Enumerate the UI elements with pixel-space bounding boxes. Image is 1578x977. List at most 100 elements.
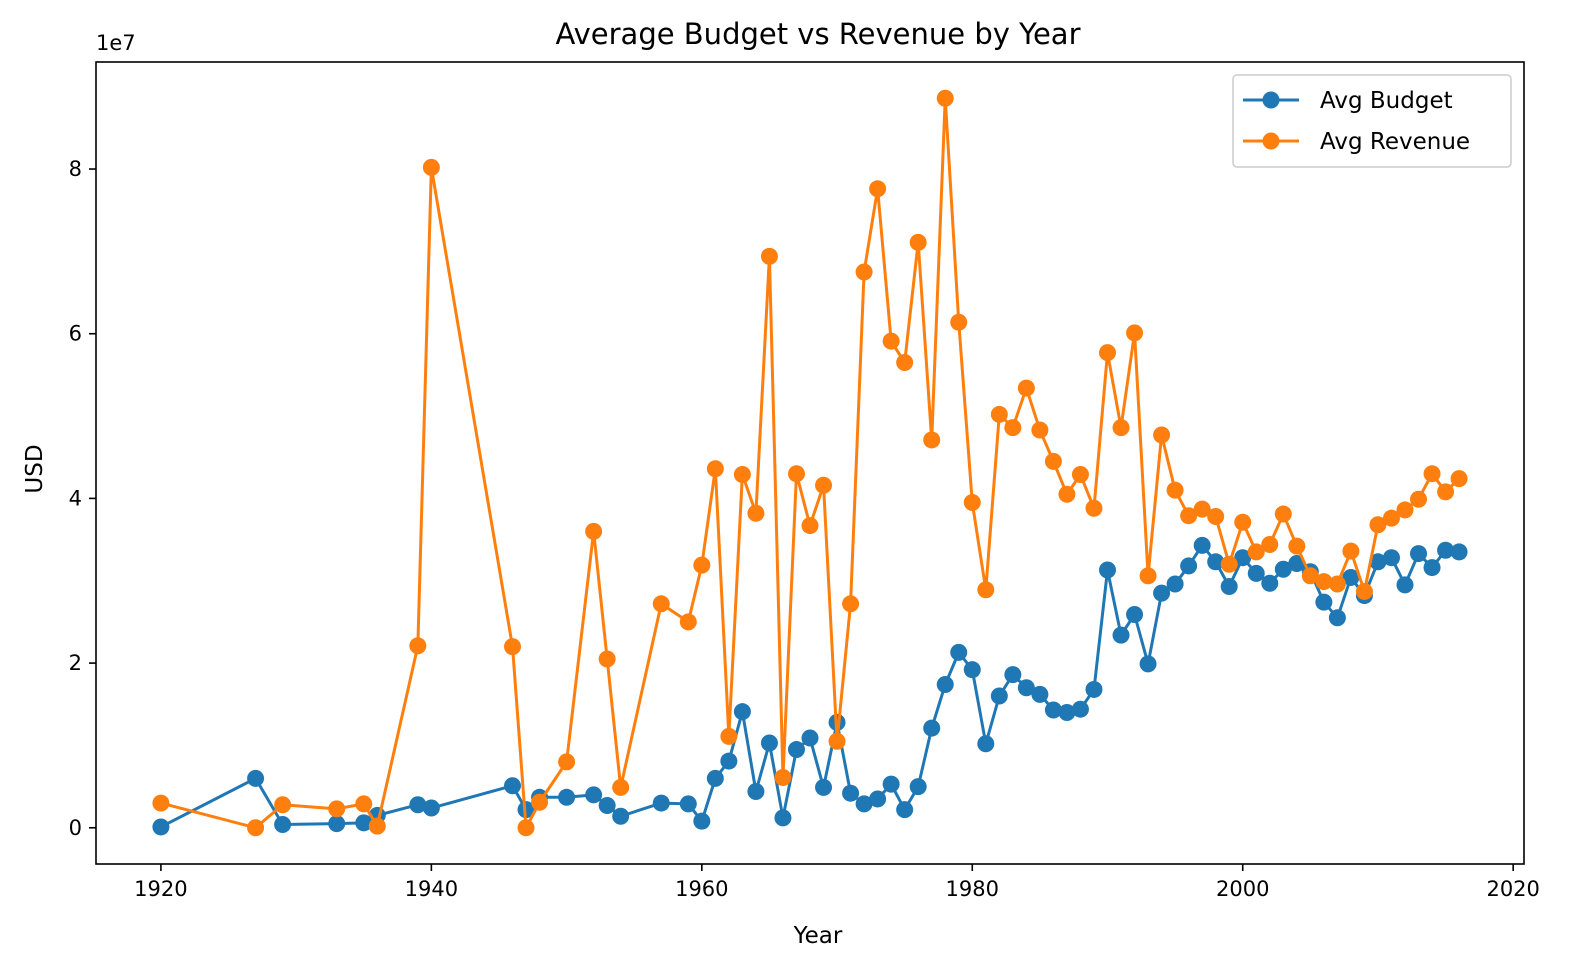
avg-budget-point <box>1220 578 1238 596</box>
y-axis-label: USD <box>22 444 48 493</box>
avg-budget-point <box>652 794 670 812</box>
avg-revenue-point <box>1396 501 1414 519</box>
x-tick-label: 2000 <box>1216 877 1269 901</box>
x-axis-label: Year <box>793 923 843 949</box>
avg-budget-point <box>328 815 346 833</box>
avg-revenue-point <box>760 247 778 265</box>
avg-budget-point <box>679 795 697 813</box>
avg-revenue-point <box>409 637 427 655</box>
avg-revenue-point <box>152 794 170 812</box>
avg-revenue-point <box>787 465 805 483</box>
avg-budget-point <box>355 814 373 832</box>
avg-revenue-point <box>1234 513 1252 531</box>
avg-revenue-point <box>1058 485 1076 503</box>
legend-label: Avg Revenue <box>1320 129 1470 155</box>
avg-revenue-point <box>801 517 819 535</box>
plot-series <box>152 89 1468 837</box>
avg-budget-point <box>1071 700 1089 718</box>
avg-budget-point <box>706 769 724 787</box>
avg-revenue-point <box>1017 379 1035 397</box>
avg-revenue-point <box>531 793 549 811</box>
avg-budget-point <box>1274 560 1292 578</box>
avg-revenue-point <box>1410 490 1428 508</box>
legend-item-avg-budget: Avg Budget <box>1243 88 1453 114</box>
avg-revenue-point <box>1315 573 1333 591</box>
avg-revenue-point <box>274 796 292 814</box>
legend-item-avg-revenue: Avg Revenue <box>1243 129 1470 155</box>
avg-budget-point <box>882 775 900 793</box>
avg-budget-point <box>1044 701 1062 719</box>
y-tick-label: 2 <box>69 651 82 675</box>
legend-marker <box>1262 132 1280 150</box>
avg-revenue-point <box>1288 537 1306 555</box>
avg-budget-point <box>1369 553 1387 571</box>
avg-budget-point <box>152 818 170 836</box>
avg-revenue-point <box>1004 419 1022 437</box>
avg-budget-point <box>936 676 954 693</box>
avg-budget-point <box>422 799 440 817</box>
avg-revenue-point <box>733 466 751 484</box>
avg-budget-point <box>1031 685 1049 703</box>
avg-revenue-point <box>517 819 535 837</box>
avg-revenue-point <box>1099 344 1116 362</box>
avg-revenue-point <box>1207 508 1225 526</box>
x-tick-label: 1980 <box>946 877 999 901</box>
avg-budget-point <box>1450 543 1468 561</box>
avg-revenue-point <box>679 613 697 631</box>
avg-budget-point <box>1261 574 1279 592</box>
avg-revenue-point <box>328 800 346 818</box>
avg-revenue-point <box>1355 582 1373 600</box>
avg-budget-point <box>1193 536 1211 554</box>
avg-budget-point <box>896 801 914 819</box>
avg-budget-point <box>1126 606 1144 624</box>
avg-revenue-point <box>1044 452 1062 470</box>
avg-budget-point <box>1085 680 1103 698</box>
x-axis-ticks: 1920 1940 1960 1980 2000 2020 <box>134 864 1540 901</box>
legend: Avg Budget Avg Revenue <box>1232 74 1512 168</box>
avg-budget-point <box>787 741 805 759</box>
y-tick-label: 6 <box>69 322 82 346</box>
avg-budget-point <box>855 795 873 813</box>
avg-revenue-point <box>1261 536 1279 554</box>
y-axis-ticks: 0 2 4 6 8 <box>69 157 96 840</box>
avg-revenue-point <box>1450 470 1468 488</box>
avg-revenue-point <box>1166 481 1184 499</box>
avg-budget-point <box>774 809 792 827</box>
avg-revenue-point <box>1193 500 1211 518</box>
avg-budget-point <box>585 786 603 804</box>
avg-revenue-point <box>1382 509 1400 527</box>
avg-revenue-point <box>869 180 887 198</box>
avg-budget-point <box>274 815 292 833</box>
avg-budget-point <box>598 797 616 815</box>
avg-revenue-point <box>1247 543 1265 561</box>
avg-revenue-point <box>1437 483 1455 501</box>
avg-budget-point <box>1437 541 1455 559</box>
avg-budget-point <box>1017 679 1035 697</box>
avg-revenue-point <box>706 460 724 478</box>
avg-budget-point <box>1207 553 1225 571</box>
avg-revenue-point <box>963 494 981 512</box>
avg-revenue-point <box>990 405 1008 423</box>
avg-revenue-point <box>355 795 373 813</box>
avg-budget-point <box>842 784 860 802</box>
avg-revenue-point <box>896 354 914 372</box>
avg-revenue-point <box>909 233 927 251</box>
avg-revenue-point <box>828 732 846 750</box>
avg-revenue-point <box>558 753 576 771</box>
avg-revenue-point <box>247 819 265 837</box>
y-tick-label: 0 <box>69 816 82 840</box>
avg-revenue-point <box>1153 426 1171 444</box>
avg-budget-point <box>950 643 968 661</box>
avg-budget-point <box>612 807 630 825</box>
avg-revenue-point <box>1301 567 1319 585</box>
avg-budget-point <box>1247 564 1265 582</box>
avg-budget-point <box>1112 626 1130 644</box>
avg-revenue-point <box>950 313 968 331</box>
avg-revenue-point <box>882 332 900 350</box>
x-tick-label: 1940 <box>405 877 458 901</box>
y-tick-label: 4 <box>69 486 82 510</box>
avg-budget-point <box>1288 554 1306 572</box>
avg-revenue-series <box>152 89 1468 837</box>
avg-budget-point <box>1234 549 1252 567</box>
